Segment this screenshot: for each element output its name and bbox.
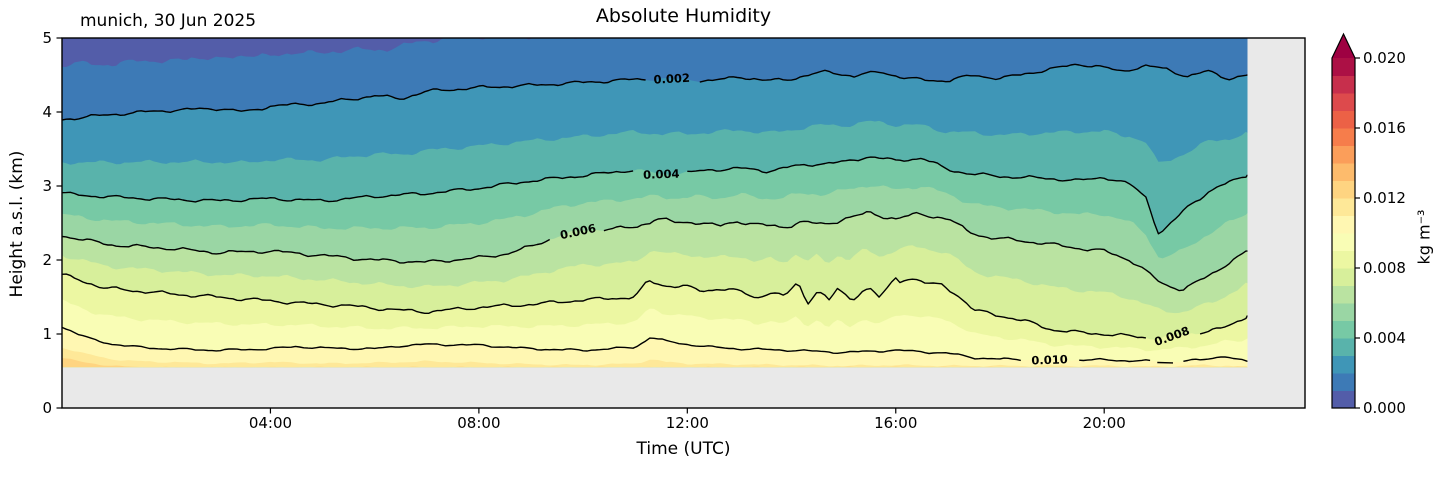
colorbar-segment [1332,128,1355,146]
contour-line-0.006 [62,211,1248,292]
colorbar-segment [1332,110,1355,129]
colorbar-segment [1332,373,1355,391]
colorbar-segment [1332,93,1355,111]
x-tick-label: 20:00 [1082,414,1126,432]
colorbar-segment [1332,268,1355,286]
contour-line-0.008 [62,273,1248,339]
colorbar-segment [1332,215,1355,234]
colorbar-tick-label: 0.020 [1363,49,1406,67]
colorbar-segment [1332,390,1355,409]
colorbar-segment [1332,198,1355,216]
colorbar-segment [1332,250,1355,269]
y-tick-label: 2 [42,251,52,269]
contour-fill-layer [62,38,1248,368]
colorbar-tick-label: 0.008 [1363,259,1406,277]
colorbar-tick-label: 0.016 [1363,119,1406,137]
colorbar-segment [1332,338,1355,356]
y-tick-label: 4 [42,103,52,121]
colorbar-segment [1332,145,1355,164]
y-axis-label: Height a.s.l. (km) [7,150,27,298]
colorbar-segment [1332,180,1355,199]
y-tick-label: 5 [42,29,52,47]
colorbar-segment [1332,58,1355,76]
colorbar-label: kg m⁻³ [1414,209,1434,265]
contour-label-0.004: 0.004 [643,167,680,182]
x-tick-label: 04:00 [248,414,293,432]
y-tick-label: 3 [42,177,52,195]
contour-line-0.004 [62,156,1248,235]
contour-label-0.010: 0.010 [1031,352,1068,367]
colorbar-segment [1332,75,1355,94]
contour-line-0.002 [62,63,1248,121]
colorbar-segment [1332,320,1355,339]
colorbar-segment [1332,285,1355,304]
x-tick-label: 16:00 [874,414,918,432]
colorbar-tick-label: 0.000 [1363,399,1406,417]
colorbar-segment [1332,303,1355,321]
colorbar-tick-label: 0.004 [1363,329,1406,347]
colorbar-segment [1332,233,1355,251]
colorbar-outline [1331,32,1356,409]
x-tick-label: 12:00 [665,414,709,432]
colorbar-segment [1332,355,1355,374]
colorbar-segment [1332,163,1355,181]
site-date-annotation: munich, 30 Jun 2025 [80,11,257,31]
x-axis-label: Time (UTC) [636,439,731,459]
axes-frame [61,37,1306,409]
contour-line-0.010 [62,326,1248,363]
plot-title: Absolute Humidity [595,5,772,27]
contour-label-0.002: 0.002 [653,71,690,87]
y-tick-label: 1 [42,325,52,343]
colorbar-tick-label: 0.012 [1363,189,1406,207]
x-tick-label: 08:00 [457,414,501,432]
y-tick-label: 0 [42,399,52,417]
colorbar-over-arrow [1332,34,1355,58]
